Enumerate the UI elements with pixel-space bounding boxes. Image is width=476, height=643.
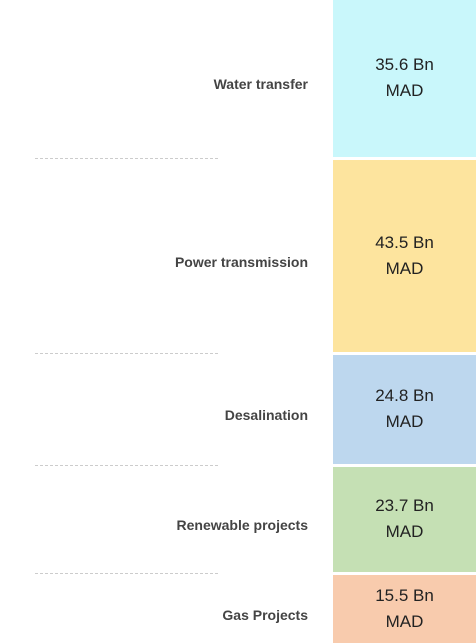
bar-segment: 43.5 Bn MAD: [333, 159, 476, 352]
category-label: Gas Projects: [222, 606, 308, 623]
value-label: 24.8 Bn MAD: [375, 386, 434, 432]
value-label: 35.6 Bn MAD: [375, 55, 434, 101]
separator: [35, 572, 218, 574]
value-label: 15.5 Bn MAD: [375, 585, 434, 631]
separator: [35, 352, 218, 354]
category-label: Desalination: [224, 407, 308, 424]
bar-segment: 15.5 Bn MAD: [333, 574, 476, 643]
value-label: 23.7 Bn MAD: [375, 496, 434, 542]
bar-segment: 24.8 Bn MAD: [333, 354, 476, 465]
category-label: Renewable projects: [176, 517, 309, 534]
separator: [35, 465, 218, 467]
category-label: Water transfer: [213, 76, 308, 93]
bar-segment: 23.7 Bn MAD: [333, 467, 476, 572]
category-label: Power transmission: [174, 253, 308, 270]
separator: [35, 157, 218, 159]
value-label: 43.5 Bn MAD: [375, 232, 434, 278]
bar-segment: 35.6 Bn MAD: [333, 0, 476, 157]
